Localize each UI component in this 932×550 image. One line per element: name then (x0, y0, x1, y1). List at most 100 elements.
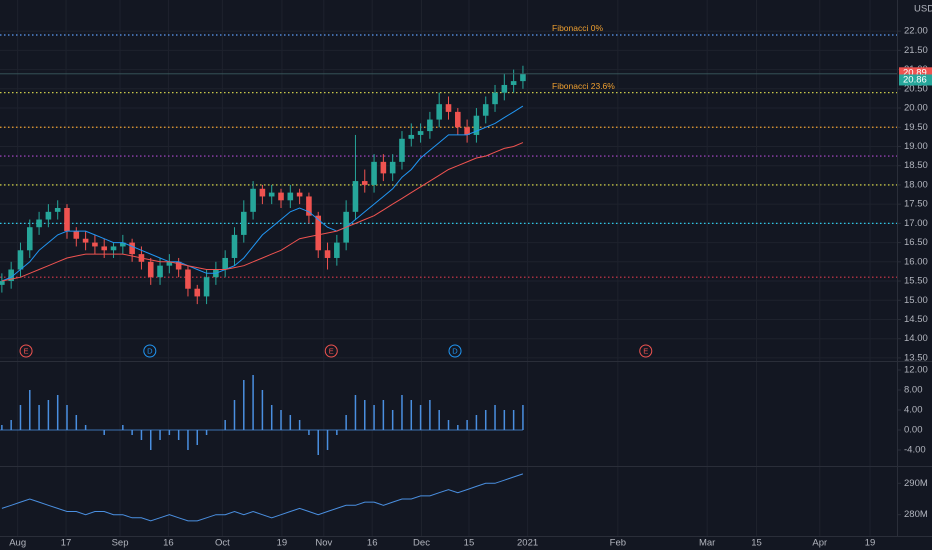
candle-body (455, 111, 461, 128)
candle-body (92, 242, 98, 247)
histogram-bar (503, 410, 506, 430)
y-tick-label: 16.50 (904, 237, 928, 248)
y-tick-label: 21.50 (904, 45, 928, 56)
x-tick-label: 16 (163, 538, 174, 549)
histogram-bar (252, 375, 254, 430)
candle-body (352, 181, 359, 212)
histogram-bar (243, 380, 245, 430)
currency-label: USD (914, 4, 932, 15)
histogram-bar (84, 425, 87, 430)
x-tick-label: 15 (751, 538, 762, 549)
candle-body (73, 231, 80, 239)
histogram-bar (475, 415, 478, 430)
candle-body (129, 242, 135, 255)
candle-body (147, 261, 154, 278)
histogram-bar (233, 400, 236, 430)
candle-body (157, 265, 163, 278)
candle-body (278, 192, 284, 201)
histogram-bar (270, 405, 273, 430)
x-tick-label: 15 (464, 538, 475, 549)
price-tag-label: 20.86 (903, 74, 927, 85)
histogram-bar (56, 395, 59, 430)
y-tick-label: 14.00 (904, 333, 928, 344)
histogram-bar (1, 425, 3, 430)
histogram-bar (438, 410, 440, 430)
candle-body (389, 161, 396, 174)
event-label: E (643, 346, 648, 355)
histogram-bar (29, 390, 31, 430)
event-marker (639, 344, 653, 358)
candle-body (17, 250, 24, 270)
x-tick-label: Aug (9, 538, 26, 549)
y-tick-label: 280M (904, 509, 928, 520)
histogram-bar (159, 430, 161, 440)
histogram-bar (429, 400, 431, 430)
candle-body (482, 104, 489, 116)
histogram-bar (494, 405, 496, 430)
x-tick-label: Dec (413, 538, 430, 549)
candle-body (324, 250, 331, 258)
histogram-bar (447, 420, 450, 430)
histogram-bar (382, 400, 385, 430)
candle-body (120, 242, 126, 247)
y-tick-label: 8.00 (904, 385, 923, 396)
moving-average (1, 105, 524, 282)
event-label: D (452, 346, 458, 355)
candle-body (26, 227, 33, 251)
event-marker (324, 344, 338, 358)
x-tick-label: Sep (112, 538, 129, 549)
histogram-bar (224, 420, 226, 430)
y-tick-label: 16.00 (904, 256, 928, 267)
candle-body (371, 161, 377, 185)
candle-body (175, 261, 182, 270)
candle-body (520, 73, 526, 82)
candle-body (334, 242, 340, 258)
histogram-bar (103, 430, 105, 435)
histogram-bar (149, 430, 152, 450)
candle-body (268, 192, 275, 197)
histogram-bar (391, 410, 394, 430)
x-tick-label: 19 (277, 538, 288, 549)
histogram-bar (38, 405, 40, 430)
candle-body (408, 134, 415, 139)
price-tag (899, 67, 932, 79)
candle-body (45, 211, 52, 220)
x-tick-label: Apr (812, 538, 827, 549)
candle-body (399, 138, 405, 162)
histogram-bar (410, 400, 413, 430)
candle-body (361, 181, 368, 185)
event-marker (19, 344, 33, 358)
candle-body (464, 127, 470, 135)
candle-body (82, 238, 89, 243)
candle-body (436, 104, 442, 120)
histogram-bar (205, 430, 208, 435)
volume-line (1, 473, 524, 522)
level-label: Fibonacci 23.6% (552, 81, 615, 91)
histogram-bar (345, 415, 347, 430)
candle-body (380, 161, 387, 174)
candle-body (417, 131, 424, 135)
candle-body (445, 104, 452, 112)
histogram-bar (354, 395, 357, 430)
histogram-bar (373, 405, 375, 430)
y-tick-label: 13.50 (904, 352, 928, 363)
histogram-bar (10, 420, 12, 430)
event-label: E (329, 346, 334, 355)
x-tick-label: 17 (61, 538, 72, 549)
histogram-bar (326, 430, 329, 450)
candle-body (259, 188, 266, 197)
y-tick-label: 17.00 (904, 218, 928, 229)
x-tick-label: 2021 (517, 538, 538, 549)
event-marker (143, 344, 157, 358)
y-tick-label: 19.50 (904, 122, 928, 133)
histogram-bar (466, 420, 468, 430)
candle-body (110, 246, 117, 251)
candle-body (240, 211, 247, 235)
candle-body (250, 188, 256, 212)
candle-body (194, 288, 201, 297)
x-tick-label: 16 (367, 538, 378, 549)
histogram-bar (187, 430, 189, 450)
histogram-bar (66, 405, 68, 430)
histogram-bar (484, 410, 487, 430)
